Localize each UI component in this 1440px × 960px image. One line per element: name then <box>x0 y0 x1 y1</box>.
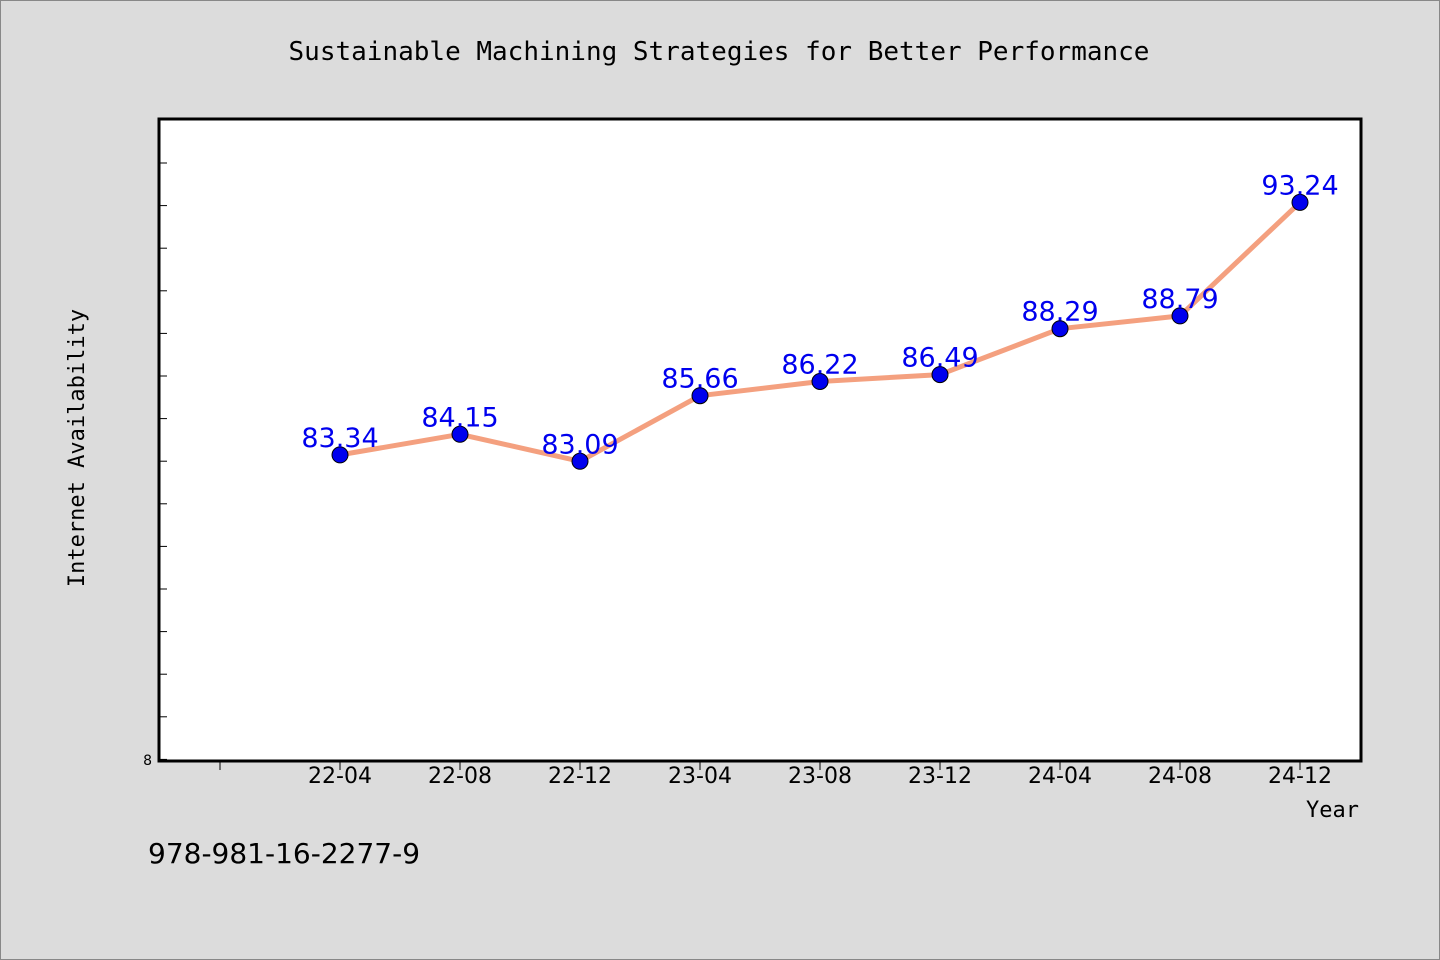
data-point-marker <box>1051 320 1069 338</box>
data-label: 85.66 <box>661 364 738 395</box>
data-point-marker <box>691 387 709 405</box>
x-tick-label: 22-12 <box>548 764 612 789</box>
data-point-marker <box>811 373 829 390</box>
data-point-marker <box>1171 307 1189 325</box>
y-axis-ticks <box>159 162 167 760</box>
chart-title: Sustainable Machining Strategies for Bet… <box>289 37 1150 67</box>
data-labels: 83.34 84.15 83.09 85.66 86.22 86.49 88.29 88.79… <box>301 170 1338 460</box>
x-tick-label: 23-08 <box>788 764 852 789</box>
data-point-marker <box>1291 193 1309 211</box>
data-point-marker <box>571 452 589 470</box>
x-tick-label: 22-04 <box>308 764 372 789</box>
x-axis-tick-labels: 22-04 22-08 22-12 23-04 23-08 23-12 24-04 24-08… <box>308 764 1332 789</box>
data-label: 83.34 <box>301 423 378 454</box>
data-label: 86.22 <box>781 350 858 381</box>
x-tick-label: 24-04 <box>1028 764 1092 789</box>
x-axis-label: Year <box>1306 798 1359 823</box>
x-tick-label: 23-04 <box>668 764 732 789</box>
y-tick-label: 8 <box>143 753 152 769</box>
data-label: 88.29 <box>1021 297 1098 328</box>
x-tick-label: 22-08 <box>428 764 492 789</box>
data-label: 83.09 <box>541 429 618 460</box>
isbn-text: 978-981-16-2277-9 <box>148 837 420 870</box>
data-label: 86.49 <box>901 343 978 374</box>
x-axis-ticks <box>219 761 1301 770</box>
x-tick-label: 24-12 <box>1268 764 1332 789</box>
x-tick-label: 23-12 <box>908 764 972 789</box>
x-tick-label: 24-08 <box>1148 764 1212 789</box>
data-label: 93.24 <box>1261 170 1338 201</box>
plot-area <box>157 117 1363 763</box>
y-axis-label: Internet Availability <box>65 309 90 587</box>
data-point-marker <box>451 425 469 443</box>
data-label: 84.15 <box>421 402 498 433</box>
data-point-marker <box>931 366 949 384</box>
data-label: 88.79 <box>1141 284 1218 315</box>
data-point-marker <box>331 446 349 464</box>
series-markers <box>331 193 1309 470</box>
